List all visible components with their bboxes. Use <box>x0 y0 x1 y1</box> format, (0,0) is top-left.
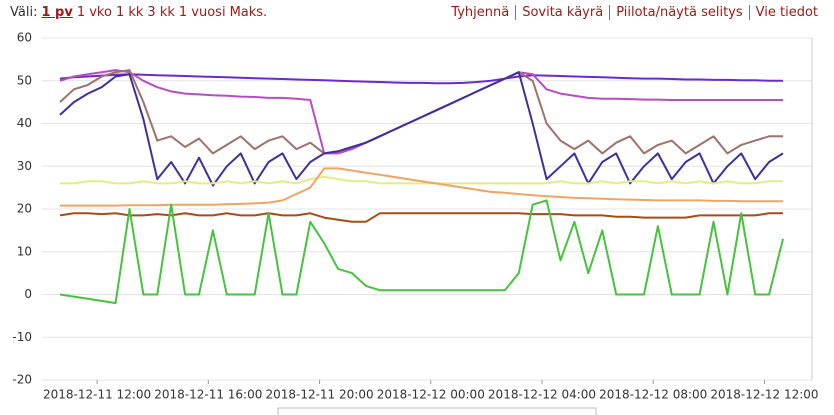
series-line <box>59 212 783 223</box>
series-line <box>60 167 783 207</box>
y-tick-label: 20 <box>17 202 32 216</box>
x-tick-label: 2018-12-11 16:00 <box>154 388 262 402</box>
range-link[interactable]: 1 vuosi <box>178 5 226 20</box>
actions: Tyhjennä Sovita käyrä Piilota/näytä selity… <box>445 5 824 20</box>
y-tick-label: 40 <box>17 116 32 130</box>
x-tick-label: 2018-12-12 08:00 <box>599 388 707 402</box>
series-line <box>59 71 784 187</box>
action-link[interactable]: Vie tiedot <box>748 5 824 20</box>
x-tick-label: 2018-12-12 04:00 <box>488 388 596 402</box>
series-line <box>59 199 784 305</box>
y-tick-label: 50 <box>17 73 32 87</box>
y-tick-label: 60 <box>17 31 32 45</box>
action-link[interactable]: Sovita käyrä <box>515 5 610 20</box>
x-tick-label: 2018-12-12 00:00 <box>377 388 485 402</box>
range-link[interactable]: 1 vko <box>76 5 112 20</box>
range-label: Väli: <box>10 5 38 20</box>
action-link[interactable]: Piilota/näytä selitys <box>609 5 749 20</box>
y-tick-label: 0 <box>24 287 32 301</box>
x-tick-label: 2018-12-11 20:00 <box>265 388 373 402</box>
y-tick-label: -10 <box>12 330 32 344</box>
y-tick-label: 10 <box>17 244 32 258</box>
range-link[interactable]: 1 kk <box>115 5 144 20</box>
y-tick-label: 30 <box>17 159 32 173</box>
legend-box <box>277 407 597 415</box>
y-tick-label: -20 <box>12 373 32 387</box>
range-link[interactable]: Maks. <box>229 5 268 20</box>
series-line <box>60 175 783 185</box>
range-link[interactable]: 3 kk <box>147 5 175 20</box>
series-line <box>59 73 783 85</box>
action-link[interactable]: Tyhjennä <box>451 5 510 20</box>
x-tick-label: 2018-12-12 12:00 <box>710 388 818 402</box>
range-selector: Väli: 1 pv 1 vko 1 kk 3 kk 1 vuosi Maks. <box>10 5 267 20</box>
x-tick-label: 2018-12-11 12:00 <box>43 388 151 402</box>
toolbar: Väli: 1 pv 1 vko 1 kk 3 kk 1 vuosi Maks. Tyhje… <box>10 5 824 20</box>
range-link[interactable]: 1 pv <box>41 5 73 20</box>
